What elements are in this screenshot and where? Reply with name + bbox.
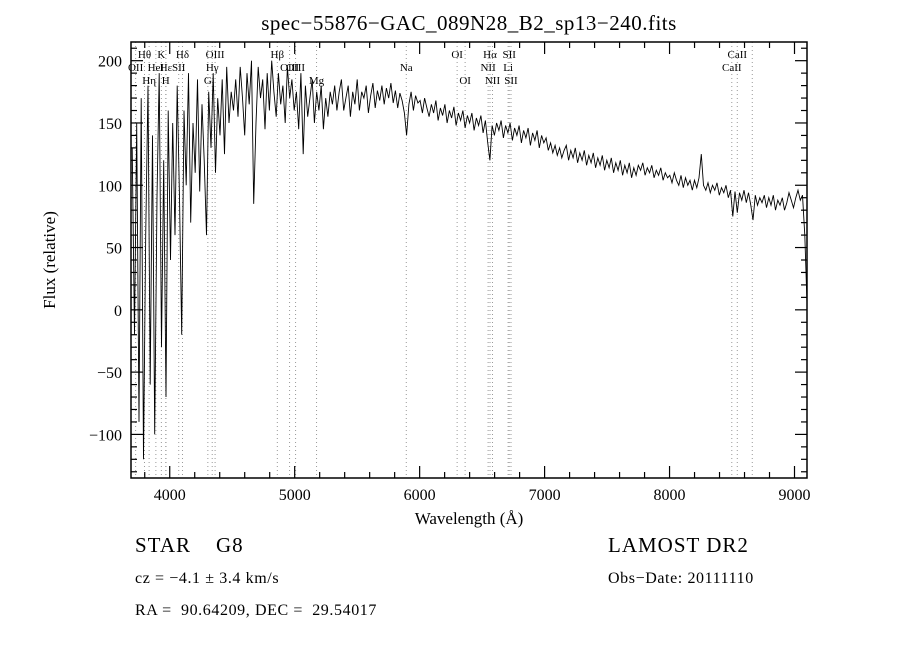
obsdate-text: Obs−Date: 20111110 <box>608 570 754 587</box>
chart-title: spec−55876−GAC_089N28_B2_sp13−240.fits <box>261 11 677 35</box>
spectral-line-label: SII <box>503 49 517 61</box>
spectral-line-label: G <box>204 75 212 87</box>
spectral-line-label: CaII <box>728 49 748 61</box>
y-tick-label: 200 <box>98 54 122 71</box>
spectral-line-label: CaII <box>722 62 742 74</box>
spectral-line-label: HeI <box>148 62 165 74</box>
spectral-line-label: K <box>157 49 165 61</box>
survey-text: LAMOST DR2 <box>608 533 749 557</box>
spectral-line-label: SII <box>504 75 518 87</box>
spectral-line-label: OII <box>128 62 144 74</box>
y-tick-label: 50 <box>106 241 122 258</box>
spectral-line-label: SII <box>172 62 186 74</box>
spectral-line-label: Hβ <box>271 49 285 61</box>
x-axis-label: Wavelength (Å) <box>415 509 524 528</box>
plot-frame <box>130 41 808 479</box>
spectral-line-label: NII <box>480 62 496 74</box>
x-tick-label: 7000 <box>529 487 561 504</box>
spectral-line-label: NII <box>485 75 501 87</box>
y-tick-label: 0 <box>114 303 122 320</box>
spectral-line-label: Li <box>503 62 513 74</box>
x-tick-label: 6000 <box>404 487 436 504</box>
y-tick-label: 150 <box>98 116 122 133</box>
y-tick-label: −50 <box>97 365 122 382</box>
y-axis-label: Flux (relative) <box>40 211 59 309</box>
x-tick-label: 9000 <box>779 487 811 504</box>
spectral-line-label: OIII <box>280 62 299 74</box>
spectral-line-label: OIII <box>286 62 305 74</box>
spectral-line-label: Hε <box>160 62 173 74</box>
spectral-line-label: Hη <box>142 75 156 87</box>
spectral-line-label: Hα <box>483 49 497 61</box>
x-tick-label: 4000 <box>154 487 186 504</box>
spectral-line-label: Hθ <box>138 49 151 61</box>
spectral-line-label: OIII <box>206 49 225 61</box>
spectral-line-label: H <box>162 75 170 87</box>
spectral-line-label: OI <box>451 49 463 61</box>
y-tick-label: 100 <box>98 178 122 195</box>
spectrum-trace <box>131 60 807 460</box>
y-tick-label: −100 <box>89 427 122 444</box>
spectral-line-label: OI <box>459 75 471 87</box>
spectral-line-label: Hγ <box>206 62 219 74</box>
spectral-line-label: Mg <box>309 75 325 87</box>
x-tick-label: 8000 <box>654 487 686 504</box>
classification-text: STAR G8 <box>135 533 244 557</box>
spectral-line-label: Na <box>400 62 413 74</box>
spectral-line-label: Hδ <box>176 49 189 61</box>
x-tick-label: 5000 <box>279 487 311 504</box>
radec-text: RA = 90.64209, DEC = 29.54017 <box>135 602 377 619</box>
cz-text: cz = −4.1 ± 3.4 km/s <box>135 570 280 587</box>
